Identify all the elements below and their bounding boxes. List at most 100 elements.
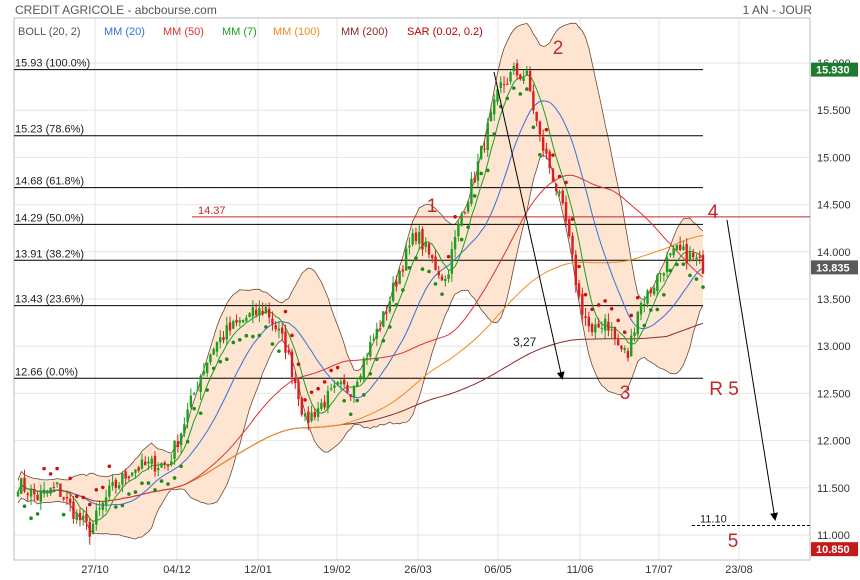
candle-body bbox=[219, 337, 222, 343]
candle-body bbox=[401, 269, 405, 272]
candle-body bbox=[46, 491, 49, 493]
candle-body bbox=[610, 329, 613, 331]
candle-body bbox=[179, 433, 183, 446]
candle-body bbox=[421, 229, 424, 250]
sar-dot bbox=[466, 225, 470, 229]
candle-body bbox=[326, 390, 330, 409]
candle-body bbox=[656, 275, 659, 291]
sar-dot bbox=[283, 309, 288, 314]
sar-dot bbox=[303, 398, 307, 402]
sar-dot bbox=[87, 502, 92, 507]
sar-dot bbox=[107, 464, 112, 469]
y-tick-label: 11.500 bbox=[817, 483, 850, 495]
sar-dot bbox=[68, 476, 72, 481]
candle-body bbox=[52, 486, 56, 488]
chart-period[interactable]: 1 AN - JOUR bbox=[742, 3, 812, 17]
candle-body bbox=[616, 339, 620, 346]
candle-body bbox=[137, 467, 140, 472]
candle-body bbox=[692, 252, 695, 258]
sar-dot bbox=[335, 365, 340, 370]
y-tick-label: 12.000 bbox=[817, 436, 851, 448]
price-badge-box bbox=[811, 542, 858, 557]
sar-dot bbox=[114, 505, 118, 509]
candle-body bbox=[238, 320, 242, 323]
candle-body bbox=[398, 270, 401, 285]
candle-body bbox=[548, 151, 551, 169]
candle-body bbox=[104, 497, 108, 505]
candle-body bbox=[356, 381, 359, 387]
sar-dot bbox=[355, 398, 360, 403]
x-tick-label: 17/07 bbox=[645, 564, 673, 576]
candle-body bbox=[437, 271, 440, 276]
candle-body bbox=[470, 178, 473, 204]
sar-dot bbox=[622, 330, 627, 335]
candle-body bbox=[378, 328, 382, 330]
candle-body bbox=[75, 512, 78, 520]
sar-dot bbox=[401, 288, 405, 292]
candle-body bbox=[134, 469, 137, 473]
candle-body bbox=[124, 471, 127, 479]
candle-body bbox=[669, 253, 672, 256]
candle-body bbox=[333, 385, 336, 388]
mm20-line bbox=[17, 100, 704, 506]
candle-body bbox=[196, 389, 199, 391]
candle-body bbox=[587, 316, 591, 327]
candle-body bbox=[290, 351, 294, 377]
candle-body bbox=[147, 461, 150, 464]
candle-body bbox=[424, 241, 427, 248]
candle-body bbox=[551, 168, 555, 182]
candle-body bbox=[199, 376, 202, 393]
candle-body bbox=[643, 304, 646, 306]
sar-dot bbox=[518, 92, 523, 96]
y-tick-label: 11.000 bbox=[817, 530, 850, 542]
candle-body bbox=[623, 348, 626, 350]
sar-dot bbox=[433, 282, 438, 286]
candle-body bbox=[584, 316, 587, 318]
candle-body bbox=[297, 381, 300, 400]
candle-body bbox=[411, 233, 414, 245]
candle-body bbox=[659, 273, 662, 275]
sar-dot bbox=[538, 153, 542, 157]
bollinger-band-fill bbox=[18, 23, 703, 539]
target-label: 11.10 bbox=[700, 514, 727, 526]
candle-body bbox=[701, 254, 705, 274]
sar-dot bbox=[309, 390, 314, 395]
fib-label: 14.29 (50.0%) bbox=[15, 212, 84, 224]
candle-body bbox=[352, 385, 356, 398]
candle-body bbox=[678, 244, 682, 250]
candle-body bbox=[444, 279, 447, 282]
candle-body bbox=[372, 339, 375, 341]
sar-dot bbox=[375, 357, 379, 362]
candle-body bbox=[698, 256, 701, 258]
sar-dot bbox=[179, 464, 183, 469]
candle-body bbox=[55, 482, 59, 485]
sar-dot bbox=[642, 323, 647, 328]
fib-label: 12.66 (0.0%) bbox=[15, 366, 78, 378]
candle-body bbox=[362, 358, 365, 379]
sar-dot bbox=[485, 168, 490, 173]
sar-dot bbox=[420, 267, 425, 271]
candle-body bbox=[522, 77, 525, 82]
candle-body bbox=[515, 63, 519, 76]
candle-body bbox=[307, 411, 310, 423]
sar-dot bbox=[440, 292, 444, 296]
sar-dot bbox=[342, 398, 346, 403]
sar-dot bbox=[505, 96, 510, 101]
sar-dot bbox=[159, 479, 164, 483]
sar-dot bbox=[251, 334, 255, 339]
sar-dot bbox=[590, 307, 594, 312]
sar-dot bbox=[492, 132, 497, 136]
sar-dot bbox=[211, 366, 216, 371]
candle-body bbox=[502, 84, 506, 86]
candle-body bbox=[59, 483, 62, 497]
candle-body bbox=[144, 461, 147, 466]
candle-body bbox=[493, 99, 496, 115]
x-axis: 27/10 04/12 12/01 19/02 26/03 06/05 11/06 17/07… bbox=[81, 564, 753, 576]
sar-dot bbox=[329, 368, 333, 373]
candle-body bbox=[369, 342, 372, 357]
legend-item: SAR (0.02, 0.2) bbox=[407, 26, 483, 38]
y-tick-label: 15.500 bbox=[817, 105, 851, 117]
candle-body bbox=[287, 350, 290, 353]
candle-body bbox=[36, 494, 39, 501]
sar-dot bbox=[694, 277, 699, 281]
